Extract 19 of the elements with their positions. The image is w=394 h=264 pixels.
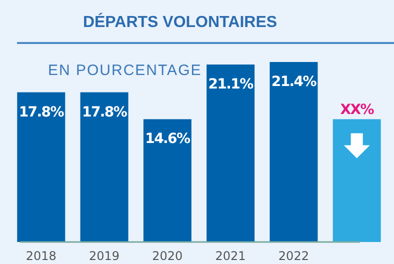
bar [270,62,318,242]
bar [206,64,255,242]
bar [17,92,66,242]
chart-title: DÉPARTS VOLONTAIRES [82,12,278,31]
data-label: 14.6% [145,131,190,148]
x-tick-label: 2020 [152,249,183,263]
chart-subtitle: EN POURCENTAGE [48,62,202,79]
data-label: 17.8% [82,104,128,120]
x-tick-label: 2018 [26,249,56,263]
bar [143,119,192,242]
data-label: 17.8% [18,104,64,120]
x-tick-label: 2022 [278,249,309,263]
bar [80,92,128,242]
bar [332,119,381,242]
x-tick-label: 2021 [215,249,246,263]
data-label: 21.1% [208,76,254,93]
data-label: XX% [340,102,374,118]
data-label: 21.4% [271,74,317,90]
x-tick-label: 2019 [89,249,120,263]
